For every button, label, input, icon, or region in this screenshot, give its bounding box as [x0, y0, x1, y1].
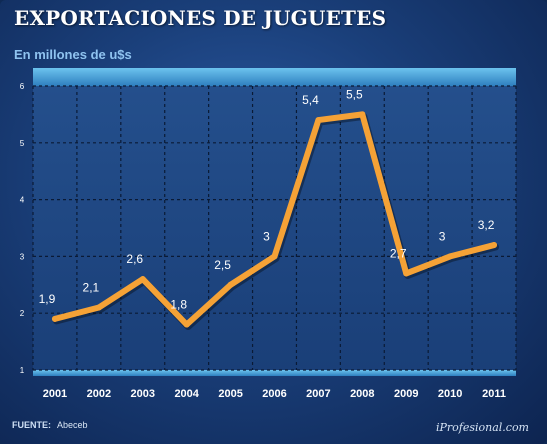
x-tick-label: 2002	[87, 388, 111, 400]
data-label: 3	[263, 229, 270, 243]
data-label: 2,5	[214, 258, 231, 272]
source-note: FUENTE: Abeceb	[12, 420, 88, 430]
top-band	[33, 68, 516, 86]
y-tick-label: 4	[20, 196, 25, 205]
data-label: 3,2	[478, 218, 495, 232]
x-tick-label: 2006	[262, 388, 286, 400]
x-tick-label: 2005	[218, 388, 242, 400]
plot-area	[33, 86, 516, 370]
source-label: FUENTE:	[12, 420, 51, 430]
data-label: 2,1	[83, 281, 100, 295]
x-tick-label: 2004	[174, 388, 199, 400]
data-point	[271, 253, 278, 260]
y-tick-label: 6	[20, 82, 25, 91]
data-point	[491, 242, 498, 249]
x-tick-label: 2007	[306, 388, 330, 400]
x-tick-label: 2011	[482, 388, 506, 400]
data-point	[447, 253, 454, 260]
x-tick-label: 2003	[131, 388, 155, 400]
data-label: 5,4	[302, 93, 319, 107]
data-point	[315, 117, 322, 124]
y-tick-label: 1	[20, 366, 25, 375]
data-label: 1,9	[39, 292, 56, 306]
x-tick-label: 2008	[350, 388, 374, 400]
data-point	[403, 270, 410, 277]
publisher-credit: iProfesional.com	[435, 421, 529, 434]
data-point	[227, 281, 234, 288]
data-label: 1,8	[170, 298, 187, 312]
y-tick-label: 3	[20, 252, 25, 261]
data-label: 2,6	[126, 252, 143, 266]
chart-title: EXPORTACIONES DE JUGUETES	[14, 6, 387, 30]
data-point	[183, 321, 190, 328]
source-value: Abeceb	[57, 420, 88, 430]
y-tick-label: 2	[20, 309, 25, 318]
data-point	[359, 111, 366, 118]
data-label: 3	[439, 229, 446, 243]
data-point	[139, 276, 146, 283]
x-tick-label: 2009	[394, 388, 418, 400]
data-point	[51, 315, 58, 322]
x-tick-label: 2001	[43, 388, 67, 400]
data-label: 5,5	[346, 87, 363, 101]
data-label: 2,7	[390, 246, 407, 260]
bottom-band	[33, 370, 516, 376]
chart-subtitle: En millones de u$s	[14, 47, 132, 62]
x-tick-label: 2010	[438, 388, 462, 400]
data-point	[95, 304, 102, 311]
y-tick-label: 5	[20, 139, 25, 148]
